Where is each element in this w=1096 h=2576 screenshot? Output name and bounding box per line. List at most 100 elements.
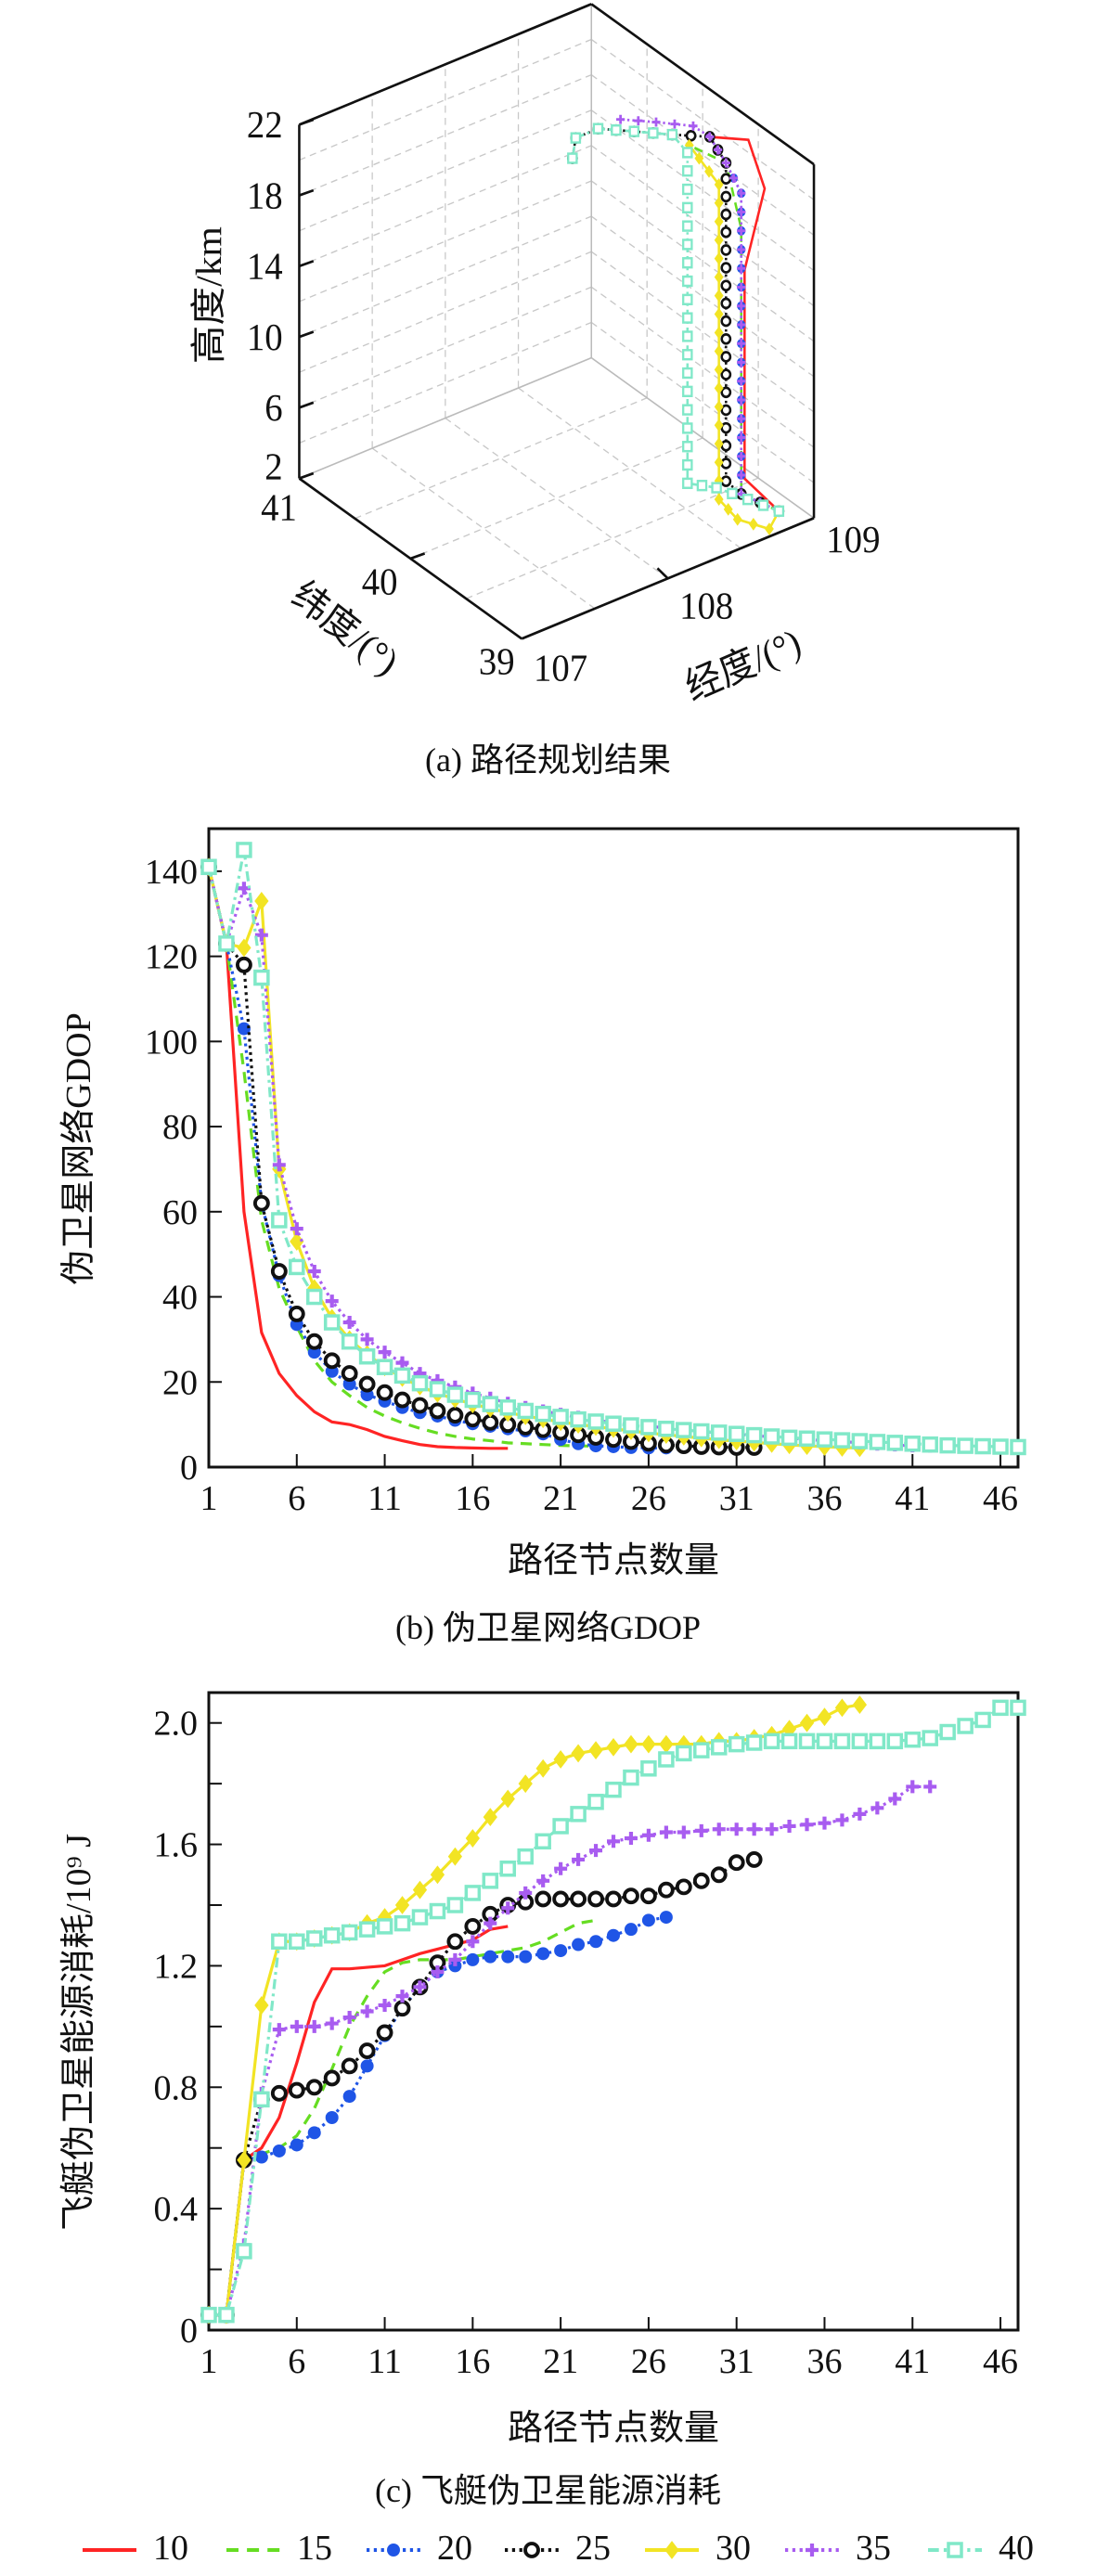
marker-diamond bbox=[664, 2541, 679, 2559]
marker-plus bbox=[705, 132, 715, 142]
path-line-25 bbox=[571, 127, 780, 513]
marker-plus bbox=[360, 1333, 374, 1346]
marker-plus bbox=[729, 173, 739, 183]
marker-square bbox=[833, 1732, 851, 1750]
legend-swatch bbox=[645, 2541, 699, 2559]
marker-plus bbox=[670, 119, 679, 129]
series-line-10 bbox=[207, 866, 509, 1450]
marker-square bbox=[798, 1430, 816, 1448]
marker-plus bbox=[737, 339, 746, 349]
marker-square bbox=[869, 1434, 886, 1450]
x-tick-label: 6 bbox=[288, 2342, 305, 2381]
marker-diamond bbox=[535, 1758, 550, 1778]
marker-diamond bbox=[465, 1829, 480, 1848]
marker-filled-circle bbox=[572, 1938, 586, 1951]
marker-open-circle bbox=[446, 1407, 464, 1423]
marker-square bbox=[710, 1739, 728, 1756]
marker-open-circle bbox=[446, 1933, 464, 1951]
marker-diamond bbox=[237, 938, 251, 958]
y-tick-label: 0 bbox=[180, 2312, 198, 2351]
path-line-10 bbox=[709, 135, 780, 512]
marker-open-circle bbox=[685, 129, 697, 142]
marker-square bbox=[922, 1730, 938, 1746]
marker-diamond bbox=[714, 270, 724, 284]
marker-filled-circle bbox=[554, 1944, 568, 1958]
marker-square bbox=[253, 2091, 270, 2108]
marker-diamond bbox=[714, 344, 724, 358]
marker-square bbox=[904, 1731, 922, 1748]
marker-plus bbox=[413, 1980, 427, 1994]
z-tick bbox=[299, 330, 315, 339]
marker-plus bbox=[721, 158, 730, 168]
marker-plus bbox=[737, 432, 746, 443]
marker-open-circle bbox=[728, 1854, 745, 1872]
series-25 bbox=[200, 858, 763, 1456]
marker-open-circle bbox=[235, 956, 252, 973]
marker-square bbox=[393, 1914, 411, 1932]
marker-open-circle bbox=[288, 2081, 305, 2099]
marker-diamond bbox=[571, 1744, 586, 1763]
box-edge-inner bbox=[299, 356, 592, 480]
marker-square bbox=[271, 1933, 288, 1951]
marker-open-circle bbox=[587, 1890, 604, 1908]
caption-a: (a) 路径规划结果 bbox=[425, 741, 671, 779]
marker-square bbox=[922, 1436, 938, 1453]
marker-square bbox=[816, 1431, 833, 1448]
marker-diamond bbox=[714, 363, 724, 377]
marker-plus bbox=[536, 1874, 550, 1887]
series-30 bbox=[201, 857, 868, 1458]
marker-square bbox=[535, 1833, 551, 1850]
grid-line bbox=[410, 437, 703, 560]
marker-square bbox=[741, 494, 754, 506]
marker-diamond bbox=[641, 1734, 656, 1754]
energy-y-axis-label: 飞艇伪卫星能源消耗/10⁹ J bbox=[59, 1833, 98, 2232]
marker-diamond bbox=[606, 1737, 621, 1757]
x-tick-label: 31 bbox=[719, 2342, 754, 2381]
path-series-35 bbox=[616, 114, 783, 516]
marker-square bbox=[676, 1422, 692, 1438]
marker-square bbox=[682, 441, 693, 453]
marker-square bbox=[570, 1410, 587, 1428]
marker-diamond bbox=[659, 1734, 674, 1754]
marker-open-circle bbox=[720, 440, 732, 452]
marker-square bbox=[682, 201, 693, 213]
marker-square bbox=[289, 1258, 305, 1276]
marker-square bbox=[552, 1818, 569, 1835]
marker-square bbox=[411, 1909, 429, 1926]
marker-plus bbox=[378, 1998, 392, 2012]
marker-square bbox=[682, 458, 693, 471]
marker-diamond bbox=[714, 251, 724, 265]
x-tick-label: 26 bbox=[631, 2342, 666, 2381]
marker-plus bbox=[800, 1818, 814, 1832]
marker-open-circle bbox=[341, 1365, 358, 1383]
marker-square bbox=[341, 1924, 358, 1941]
marker-square bbox=[236, 842, 252, 858]
marker-square bbox=[623, 1417, 639, 1434]
legend-swatch bbox=[505, 2542, 559, 2558]
grid-line bbox=[371, 447, 596, 610]
marker-open-circle bbox=[605, 1890, 622, 1908]
marker-filled-circle bbox=[254, 2150, 268, 2164]
marker-open-circle bbox=[720, 386, 732, 399]
marker-square bbox=[429, 1902, 446, 1920]
marker-square bbox=[305, 1288, 323, 1306]
marker-diamond bbox=[799, 1713, 815, 1732]
lat-tick-label: 39 bbox=[479, 639, 515, 683]
marker-filled-circle bbox=[536, 1947, 550, 1961]
marker-diamond bbox=[412, 1880, 428, 1900]
marker-open-circle bbox=[720, 173, 732, 186]
x-tick-label: 1 bbox=[200, 1479, 218, 1518]
marker-square bbox=[552, 1409, 569, 1425]
marker-square bbox=[666, 128, 678, 141]
marker-plus bbox=[923, 1780, 937, 1794]
marker-square bbox=[682, 312, 693, 324]
marker-square bbox=[200, 858, 217, 876]
marker-diamond bbox=[765, 522, 774, 535]
marker-diamond bbox=[714, 381, 724, 395]
marker-diamond bbox=[714, 400, 724, 414]
marker-plus bbox=[659, 1825, 673, 1839]
marker-square bbox=[886, 1732, 904, 1750]
y-tick-label: 140 bbox=[145, 853, 198, 892]
marker-square bbox=[640, 1760, 657, 1777]
marker-square bbox=[869, 1732, 886, 1750]
